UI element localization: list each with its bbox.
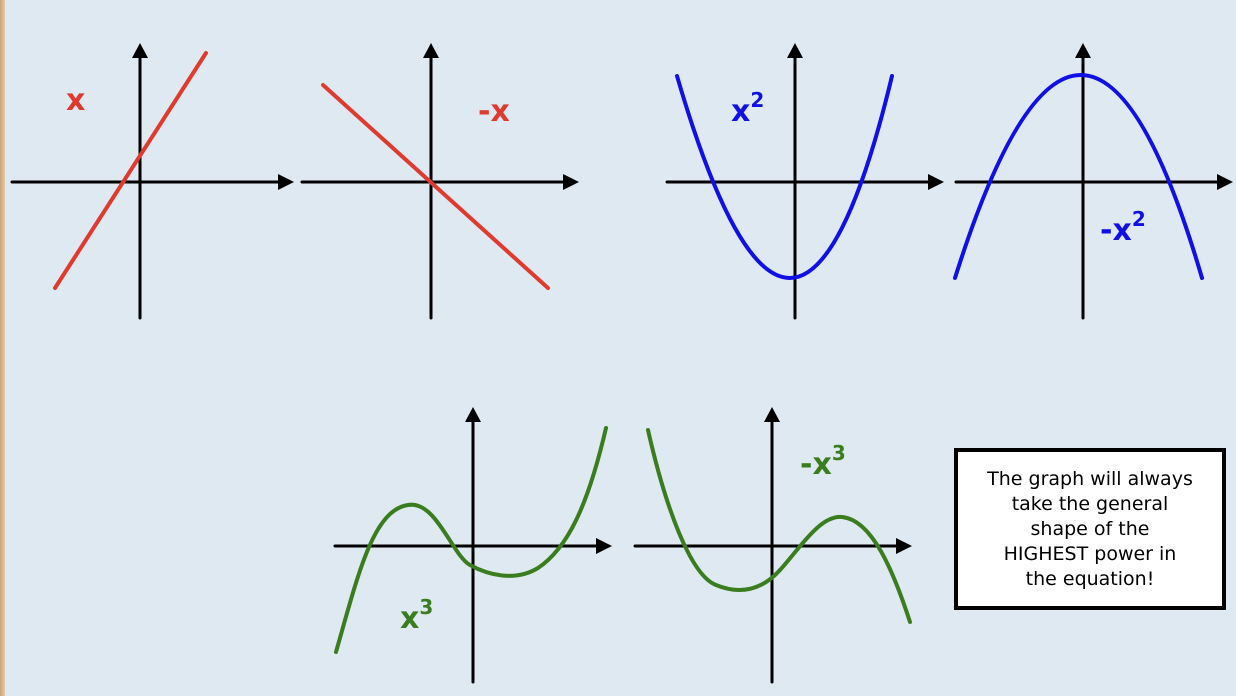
curve-linear-negative [321, 83, 550, 290]
graph-label: x2 [731, 88, 764, 129]
y-axis-arrow-icon [787, 43, 803, 58]
x-axis [665, 174, 944, 190]
y-axis-arrow-icon [1075, 43, 1091, 58]
y-axis-arrow-icon [423, 43, 439, 58]
graph-label: -x3 [800, 441, 846, 482]
x-axis [633, 538, 912, 554]
y-axis [465, 407, 481, 684]
graph-linear-positive: x [10, 43, 294, 320]
curve-cubic-positive [334, 426, 608, 654]
y-axis-arrow-icon [132, 43, 148, 58]
y-axis [132, 43, 148, 320]
x-axis-arrow-icon [1217, 174, 1233, 190]
graph-cubic-negative: -x3 [633, 407, 912, 684]
y-axis-arrow-icon [764, 407, 780, 422]
graph-label: -x [478, 94, 510, 129]
y-axis [1075, 43, 1091, 320]
graph-quadratic-negative: -x2 [953, 43, 1233, 320]
y-axis [764, 407, 780, 684]
x-axis-arrow-icon [896, 538, 912, 554]
curve-linear-positive [53, 51, 208, 290]
x-axis [954, 174, 1233, 190]
graph-quadratic-positive: x2 [665, 43, 944, 320]
curve-cubic-negative [646, 428, 912, 624]
note-text: The graph will always take the general s… [987, 467, 1193, 590]
page-frame-edge [0, 0, 5, 696]
x-axis-arrow-icon [596, 538, 612, 554]
graph-label: -x2 [1100, 207, 1146, 248]
graph-cubic-positive: x3 [333, 407, 612, 684]
graph-label: x [66, 83, 85, 118]
y-axis-arrow-icon [465, 407, 481, 422]
x-axis [333, 538, 612, 554]
x-axis-arrow-icon [278, 174, 294, 190]
graph-label: x3 [400, 595, 433, 636]
note-box: The graph will always take the general s… [954, 448, 1226, 610]
curve-parabola-down [953, 73, 1204, 280]
x-axis-arrow-icon [928, 174, 944, 190]
curve-parabola-up [675, 74, 894, 280]
y-axis [423, 43, 439, 320]
x-axis [10, 174, 294, 190]
graph-linear-negative: -x [300, 43, 579, 320]
x-axis-arrow-icon [563, 174, 579, 190]
y-axis [787, 43, 803, 320]
x-axis [300, 174, 579, 190]
